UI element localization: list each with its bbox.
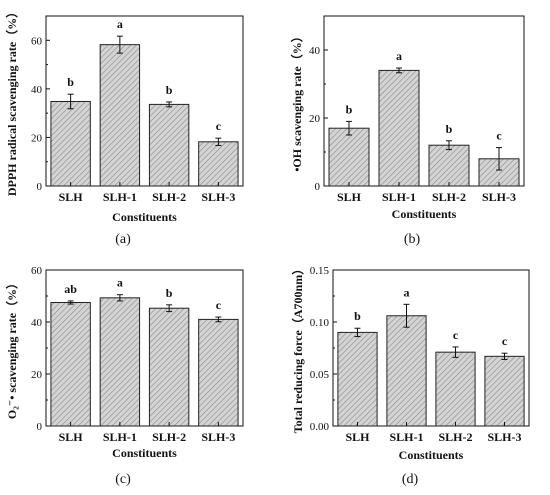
x-axis-title: Constituents — [392, 207, 457, 221]
y-tick-label: 40 — [31, 317, 43, 329]
y-tick-label: 20 — [309, 113, 321, 125]
bar-slh — [50, 100, 91, 187]
x-tick-label: SLH-2 — [438, 430, 472, 444]
significance-letter: c — [453, 328, 459, 342]
significance-letter: b — [354, 309, 361, 323]
significance-letter: a — [396, 49, 402, 63]
bar-slh-1 — [99, 297, 141, 427]
bar-slh-3 — [484, 355, 525, 427]
x-tick-label: SLH-2 — [152, 430, 186, 444]
x-tick-label: SLH-2 — [432, 190, 466, 204]
x-axis-title: Constituents — [112, 210, 177, 224]
bar-slh-2 — [428, 144, 470, 187]
panel-label: (d) — [402, 472, 419, 487]
significance-letter: a — [404, 285, 410, 299]
panel-label: (c) — [115, 472, 131, 487]
significance-letter: b — [67, 75, 74, 89]
y-tick-label: 60 — [31, 35, 43, 47]
significance-letter: a — [117, 276, 123, 290]
significance-letter: c — [216, 298, 222, 312]
y-tick-label: 20 — [31, 132, 43, 144]
y-axis-title: DPPH radical scavenging rate（%） — [4, 6, 19, 196]
bar-slh-2 — [435, 351, 476, 427]
x-tick-label: SLH-3 — [201, 430, 235, 444]
bar-slh-1 — [99, 44, 141, 187]
x-tick-label: SLH-1 — [103, 430, 137, 444]
y-tick-label: 0.15 — [310, 265, 330, 277]
x-tick-label: SLH-1 — [103, 190, 137, 204]
bar-slh-3 — [198, 318, 239, 427]
bar-slh-2 — [148, 103, 190, 187]
chart-panel-1: 0 20 40 60 b SLH a SLH-1 b SLH-2 c SLH-3 Constituent… — [4, 6, 244, 247]
plot-frame — [45, 15, 244, 187]
significance-letter: b — [446, 122, 453, 136]
x-tick-label: SLH-3 — [482, 190, 516, 204]
y-tick-label: 0 — [37, 181, 43, 193]
y-tick-label: 40 — [309, 45, 321, 57]
bar-slh-1 — [386, 315, 427, 427]
bar-slh-2 — [148, 307, 190, 427]
x-tick-label: SLH-1 — [382, 190, 416, 204]
x-tick-label: SLH-3 — [201, 190, 235, 204]
bar-slh-3 — [198, 141, 239, 187]
y-tick-label: 0 — [37, 421, 43, 433]
y-tick-label: 0.10 — [310, 317, 330, 329]
y-tick-label: 60 — [31, 265, 43, 277]
significance-letter: c — [216, 119, 222, 133]
y-tick-label: 20 — [31, 369, 43, 381]
significance-letter: c — [502, 334, 508, 348]
bar-slh — [328, 127, 370, 187]
panel-label: (a) — [115, 232, 131, 247]
y-tick-label: 0.05 — [310, 369, 330, 381]
significance-letter: b — [166, 83, 173, 97]
y-tick-label: 0 — [315, 181, 321, 193]
chart-panel-2: 0 20 40 b SLH a SLH-1 b SLH-2 c SLH-3 Constituents •… — [289, 15, 525, 247]
x-tick-label: SLH — [345, 430, 370, 444]
x-axis-title: Constituents — [112, 446, 177, 460]
y-axis-title: O₂⁻• scavenging rate（%） — [4, 277, 19, 419]
significance-letter: c — [496, 129, 502, 143]
bar-slh — [337, 331, 378, 427]
y-axis-title: Total reducing force（A700nm） — [290, 263, 305, 433]
panel-label: (b) — [404, 232, 421, 247]
x-tick-label: SLH-3 — [487, 430, 521, 444]
significance-letter: ab — [64, 282, 77, 296]
x-axis-title: Constituents — [399, 448, 464, 462]
chart-panel-3: 0 20 40 60 ab SLH a SLH-1 b SLH-2 c SLH-3 Constituen… — [4, 265, 244, 487]
y-tick-label: 0.00 — [310, 421, 330, 433]
chart-panel-4: 0.00 0.05 0.10 0.15 b SLH a SLH-1 c SLH-2 c SLH-3 Co… — [290, 263, 530, 487]
significance-letter: b — [346, 102, 353, 116]
bar-slh — [50, 302, 91, 427]
plot-frame — [323, 15, 525, 187]
x-tick-label: SLH — [59, 430, 84, 444]
significance-letter: b — [166, 286, 173, 300]
x-tick-label: SLH-1 — [389, 430, 423, 444]
x-tick-label: SLH — [59, 190, 84, 204]
x-tick-label: SLH — [337, 190, 362, 204]
y-axis-title: •OH scavenging rate（%） — [289, 30, 304, 172]
significance-letter: a — [117, 17, 123, 31]
x-tick-label: SLH-2 — [152, 190, 186, 204]
y-tick-label: 40 — [31, 84, 43, 96]
bar-slh-1 — [378, 69, 420, 187]
